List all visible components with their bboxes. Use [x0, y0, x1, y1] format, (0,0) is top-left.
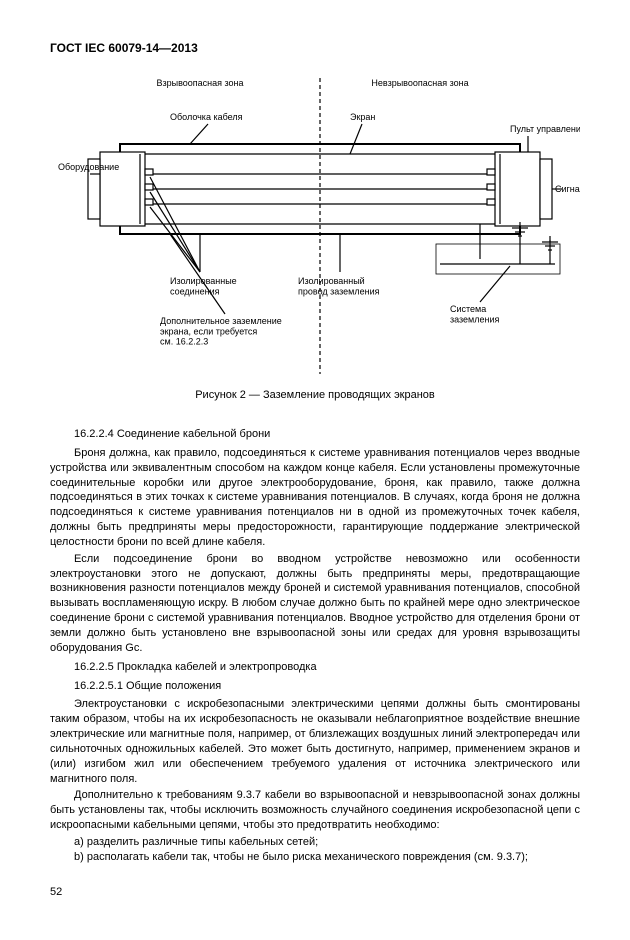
svg-text:Дополнительное заземление: Дополнительное заземление — [160, 316, 282, 326]
svg-text:Оболочка кабеля: Оболочка кабеля — [170, 112, 243, 122]
svg-text:экрана, если требуется: экрана, если требуется — [160, 327, 257, 337]
figure-2-diagram: Взрывоопасная зона Невзрывоопасная зона Об… — [50, 74, 580, 374]
page-number: 52 — [50, 885, 580, 900]
svg-text:Изолированные: Изолированные — [170, 276, 237, 286]
svg-text:провод заземления: провод заземления — [298, 287, 380, 297]
figure-caption: Рисунок 2 — Заземление проводящих экрано… — [50, 388, 580, 403]
svg-text:Система: Система — [450, 304, 486, 314]
document-header: ГОСТ IEC 60079-14—2013 — [50, 40, 580, 56]
svg-text:Изолированный: Изолированный — [298, 276, 365, 286]
paragraph: Электроустановки с искробезопасными элек… — [50, 697, 580, 786]
list-item-a: a) разделить различные типы кабельных се… — [50, 835, 580, 850]
svg-text:Пульт управления: Пульт управления — [510, 124, 580, 134]
list-item-b: b) располагать кабели так, чтобы не было… — [50, 850, 580, 865]
paragraph: Дополнительно к требованиям 9.3.7 кабели… — [50, 788, 580, 833]
svg-text:Невзрывоопасная зона: Невзрывоопасная зона — [371, 78, 468, 88]
section-16-2-2-5-1-title: 16.2.2.5.1 Общие положения — [50, 679, 580, 694]
section-16-2-2-5-title: 16.2.2.5 Прокладка кабелей и электропров… — [50, 660, 580, 675]
paragraph: Броня должна, как правило, подсоединятьс… — [50, 446, 580, 550]
paragraph: Если подсоединение брони во вводном устр… — [50, 552, 580, 656]
svg-text:Оборудование: Оборудование — [58, 162, 119, 172]
svg-text:заземления: заземления — [450, 315, 500, 325]
svg-text:Экран: Экран — [350, 112, 375, 122]
section-16-2-2-4-title: 16.2.2.4 Соединение кабельной брони — [50, 427, 580, 442]
svg-text:Взрывоопасная зона: Взрывоопасная зона — [156, 78, 243, 88]
svg-text:см. 16.2.2.3: см. 16.2.2.3 — [160, 337, 208, 347]
